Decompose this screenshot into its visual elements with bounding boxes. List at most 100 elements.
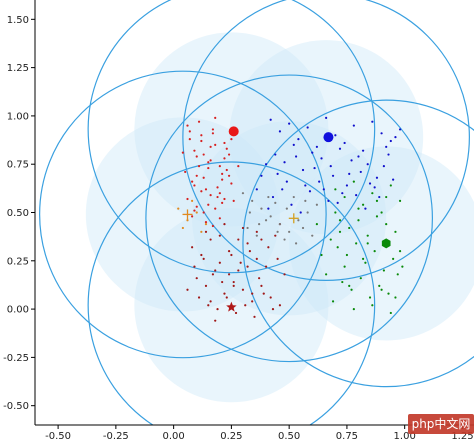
- y-tick-label: 1.00: [7, 111, 29, 122]
- data-point: [276, 230, 279, 233]
- data-point: [209, 159, 212, 162]
- data-point: [371, 192, 374, 195]
- data-point: [202, 176, 205, 179]
- data-point: [387, 292, 390, 295]
- watermark-background: [408, 414, 474, 434]
- data-point: [251, 199, 254, 203]
- data-point: [375, 215, 379, 218]
- data-point: [207, 161, 210, 164]
- x-tick-label: -0.50: [45, 431, 71, 442]
- data-point: [366, 234, 369, 237]
- data-point: [350, 159, 353, 162]
- data-point: [278, 222, 282, 226]
- data-point: [211, 128, 215, 131]
- data-point: [204, 221, 208, 224]
- data-point: [276, 257, 279, 260]
- x-tick-label: 0.75: [336, 431, 358, 442]
- data-point: [211, 273, 215, 276]
- data-point: [361, 257, 365, 260]
- data-point: [227, 174, 231, 177]
- data-point: [320, 157, 323, 160]
- x-tick-label: 0.25: [220, 431, 242, 442]
- data-point: [297, 219, 300, 222]
- data-point: [248, 211, 251, 214]
- y-tick-label: 0.75: [7, 160, 29, 171]
- data-point: [401, 265, 404, 268]
- data-point: [394, 136, 397, 139]
- data-point: [193, 149, 196, 152]
- data-point: [359, 170, 362, 174]
- data-point: [221, 178, 224, 181]
- data-point: [283, 161, 286, 164]
- data-point: [392, 178, 395, 181]
- data-point: [304, 199, 307, 203]
- y-tick-label: 0.00: [7, 305, 29, 316]
- data-point: [216, 186, 219, 189]
- data-point: [364, 207, 367, 210]
- data-point: [348, 172, 351, 175]
- data-point: [207, 166, 210, 170]
- data-point: [368, 182, 372, 185]
- data-point: [200, 139, 203, 143]
- data-point: [348, 226, 351, 230]
- data-point: [375, 176, 379, 179]
- data-point: [200, 230, 203, 233]
- data-point: [209, 300, 212, 303]
- data-point: [292, 143, 295, 146]
- data-point: [232, 284, 235, 288]
- data-point: [241, 288, 245, 291]
- data-point: [216, 195, 219, 199]
- data-point: [311, 234, 314, 237]
- data-point: [322, 188, 325, 191]
- data-point: [306, 126, 309, 129]
- data-point: [227, 273, 231, 276]
- data-point: [269, 215, 272, 218]
- data-point: [320, 253, 323, 257]
- y-tick-label: -0.25: [3, 353, 29, 364]
- data-point: [237, 165, 240, 168]
- data-point: [255, 230, 258, 233]
- data-point: [283, 273, 286, 276]
- data-point: [267, 195, 270, 199]
- data-point: [304, 184, 307, 187]
- data-point: [223, 141, 226, 145]
- data-point: [207, 304, 210, 307]
- data-point: [274, 201, 277, 204]
- data-point: [262, 292, 265, 295]
- data-point: [246, 242, 249, 245]
- data-point: [188, 137, 191, 141]
- large-circle-2: [39, 70, 327, 359]
- data-point: [255, 257, 258, 260]
- data-point: [283, 238, 286, 241]
- data-point: [255, 234, 258, 237]
- center-markers: [182, 126, 391, 312]
- data-point: [223, 157, 226, 160]
- x-tick-label: 0.50: [278, 431, 300, 442]
- data-point: [195, 277, 198, 280]
- data-point: [214, 143, 217, 146]
- data-point: [248, 250, 251, 253]
- data-point: [394, 296, 397, 299]
- data-point: [352, 307, 355, 311]
- data-point: [186, 124, 189, 127]
- data-point: [318, 180, 321, 183]
- data-point: [382, 165, 385, 168]
- data-point: [186, 219, 189, 222]
- data-point: [389, 184, 392, 187]
- data-point: [197, 165, 201, 168]
- data-point: [264, 265, 268, 268]
- data-point: [200, 134, 203, 137]
- red-center-marker: [228, 126, 239, 137]
- data-point: [251, 292, 254, 295]
- data-point: [225, 296, 228, 299]
- data-point: [274, 153, 277, 156]
- data-point: [281, 188, 284, 191]
- data-point: [389, 311, 392, 315]
- data-point: [237, 269, 240, 272]
- data-point: [177, 207, 180, 210]
- data-point: [345, 184, 349, 187]
- data-point: [382, 269, 385, 272]
- data-point: [315, 145, 318, 148]
- data-point: [267, 246, 270, 249]
